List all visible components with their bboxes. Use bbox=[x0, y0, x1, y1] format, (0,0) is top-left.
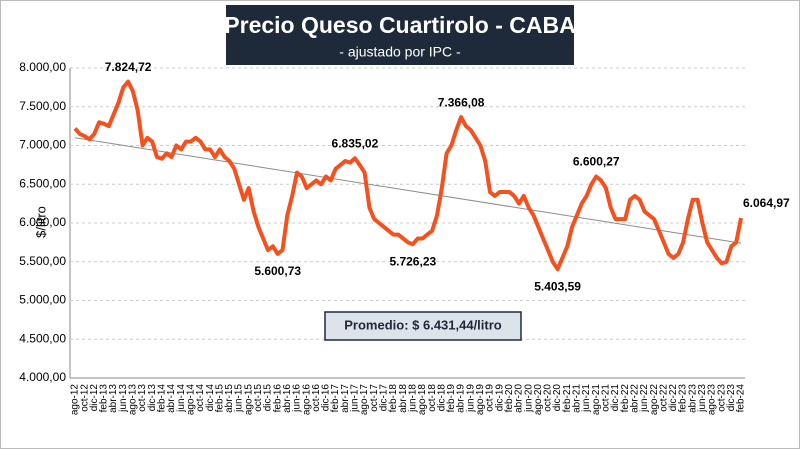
x-tick-label: feb-16 bbox=[272, 384, 283, 413]
x-tick-label: jun-21 bbox=[581, 384, 592, 413]
x-tick-label: oct-23 bbox=[716, 384, 727, 412]
data-label: 7.824,72 bbox=[105, 60, 152, 74]
plot: 4.000,00 4.500,00 5.000,00 5.500,00 6.000,00… bbox=[19, 60, 790, 415]
y-tick-label: 6.000,00 bbox=[19, 215, 66, 229]
x-tick-label: oct-15 bbox=[253, 384, 264, 412]
average-box bbox=[324, 311, 522, 341]
x-tick-label: oct-16 bbox=[311, 384, 322, 412]
x-tick-label: oct-14 bbox=[195, 384, 206, 412]
data-label: 7.366,08 bbox=[438, 95, 485, 109]
x-tick-label: dic-13 bbox=[147, 384, 158, 412]
x-tick-label: abr-21 bbox=[572, 384, 583, 413]
x-tick-label: ago-20 bbox=[533, 384, 544, 416]
x-tick-label: feb-24 bbox=[736, 384, 747, 413]
average-label: Promedio: $ 6.431,44/litro bbox=[344, 317, 502, 332]
data-label: 6.835,02 bbox=[332, 136, 379, 150]
x-tick-label: oct-19 bbox=[485, 384, 496, 412]
x-tick-label: dic-14 bbox=[205, 384, 216, 412]
x-tick-label: dic-17 bbox=[379, 384, 390, 412]
x-tick-label: jun-19 bbox=[465, 384, 476, 413]
data-label: 5.403,59 bbox=[534, 279, 581, 293]
x-tick-label: feb-18 bbox=[388, 384, 399, 413]
data-label: 5.600,73 bbox=[254, 264, 301, 278]
x-tick-label: jun-20 bbox=[523, 384, 534, 413]
x-tick-label: ago-14 bbox=[185, 384, 196, 416]
x-tick-label: oct-18 bbox=[427, 384, 438, 412]
x-tick-label: dic-16 bbox=[321, 384, 332, 412]
trend-line bbox=[74, 137, 742, 244]
y-tick-label: 6.500,00 bbox=[19, 176, 66, 190]
x-tick-label: ago-12 bbox=[70, 384, 81, 416]
x-tick-label: dic-15 bbox=[263, 384, 274, 412]
y-axis-label: $/litro bbox=[33, 206, 48, 238]
x-tick-label: ago-23 bbox=[707, 384, 718, 416]
x-tick-label: oct-22 bbox=[658, 384, 669, 412]
x-tick-label: abr-19 bbox=[456, 384, 467, 413]
x-tick-label: dic-12 bbox=[89, 384, 100, 412]
x-tick-label: jun-16 bbox=[292, 384, 303, 413]
x-tick-label: oct-17 bbox=[369, 384, 380, 412]
title-box bbox=[226, 5, 574, 65]
x-tick-label: oct-20 bbox=[543, 384, 554, 412]
y-tick-label: 5.000,00 bbox=[19, 293, 66, 307]
x-tick-label: abr-22 bbox=[629, 384, 640, 413]
x-tick-label: abr-20 bbox=[514, 384, 525, 413]
chart-subtitle: - ajustado por IPC - bbox=[339, 44, 461, 60]
x-tick-label: feb-19 bbox=[446, 384, 457, 413]
x-tick-label: dic-19 bbox=[494, 384, 505, 412]
data-label: 6.064,97 bbox=[743, 196, 790, 210]
x-tick-label: abr-13 bbox=[108, 384, 119, 413]
x-tick-label: jun-22 bbox=[639, 384, 650, 413]
data-label: 5.726,23 bbox=[389, 254, 436, 268]
x-tick-label: abr-17 bbox=[340, 384, 351, 413]
y-tick-label: 8.000,00 bbox=[19, 60, 66, 74]
x-tick-label: jun-13 bbox=[118, 384, 129, 413]
y-tick-label: 7.500,00 bbox=[19, 99, 66, 113]
x-tick-label: ago-17 bbox=[359, 384, 370, 416]
x-tick-label: dic-22 bbox=[668, 384, 679, 412]
y-tick-label: 5.500,00 bbox=[19, 254, 66, 268]
x-tick-label: dic-18 bbox=[436, 384, 447, 412]
x-tick-label: feb-21 bbox=[562, 384, 573, 413]
y-tick-label: 4.000,00 bbox=[19, 370, 66, 384]
x-tick-label: jun-14 bbox=[176, 384, 187, 413]
x-tick-label: feb-23 bbox=[678, 384, 689, 413]
x-tick-label: oct-13 bbox=[137, 384, 148, 412]
x-tick-label: jun-18 bbox=[407, 384, 418, 413]
x-tick-label: jun-23 bbox=[697, 384, 708, 413]
x-tick-label: feb-14 bbox=[157, 384, 168, 413]
x-tick-label: oct-12 bbox=[79, 384, 90, 412]
x-tick-label: abr-23 bbox=[687, 384, 698, 413]
x-tick-label: feb-20 bbox=[504, 384, 515, 413]
x-tick-label: jun-17 bbox=[350, 384, 361, 413]
x-tick-label: feb-17 bbox=[330, 384, 341, 413]
x-tick-label: ago-21 bbox=[591, 384, 602, 416]
x-tick-label: dic-23 bbox=[726, 384, 737, 412]
price-line bbox=[73, 79, 743, 272]
data-label: 6.600,27 bbox=[573, 155, 620, 169]
x-tick-label: abr-16 bbox=[282, 384, 293, 413]
x-tick-label: ago-15 bbox=[243, 384, 254, 416]
x-tick-label: ago-13 bbox=[128, 384, 139, 416]
x-tick-label: ago-22 bbox=[649, 384, 660, 416]
x-tick-label: abr-14 bbox=[166, 384, 177, 413]
x-tick-label: ago-16 bbox=[301, 384, 312, 416]
y-tick-label: 4.500,00 bbox=[19, 331, 66, 345]
x-tick-label: oct-21 bbox=[601, 384, 612, 412]
x-tick-label: abr-18 bbox=[398, 384, 409, 413]
y-tick-label: 7.000,00 bbox=[19, 138, 66, 152]
chart-title: Precio Queso Cuartirolo - CABA bbox=[224, 12, 575, 38]
x-tick-label: dic-20 bbox=[552, 384, 563, 412]
x-tick-label: feb-15 bbox=[214, 384, 225, 413]
x-tick-label: feb-22 bbox=[620, 384, 631, 413]
x-tick-label: ago-19 bbox=[475, 384, 486, 416]
x-tick-label: feb-13 bbox=[99, 384, 110, 413]
x-tick-label: abr-15 bbox=[224, 384, 235, 413]
x-tick-label: jun-15 bbox=[234, 384, 245, 413]
x-tick-label: dic-21 bbox=[610, 384, 621, 412]
x-tick-label: ago-18 bbox=[417, 384, 428, 416]
